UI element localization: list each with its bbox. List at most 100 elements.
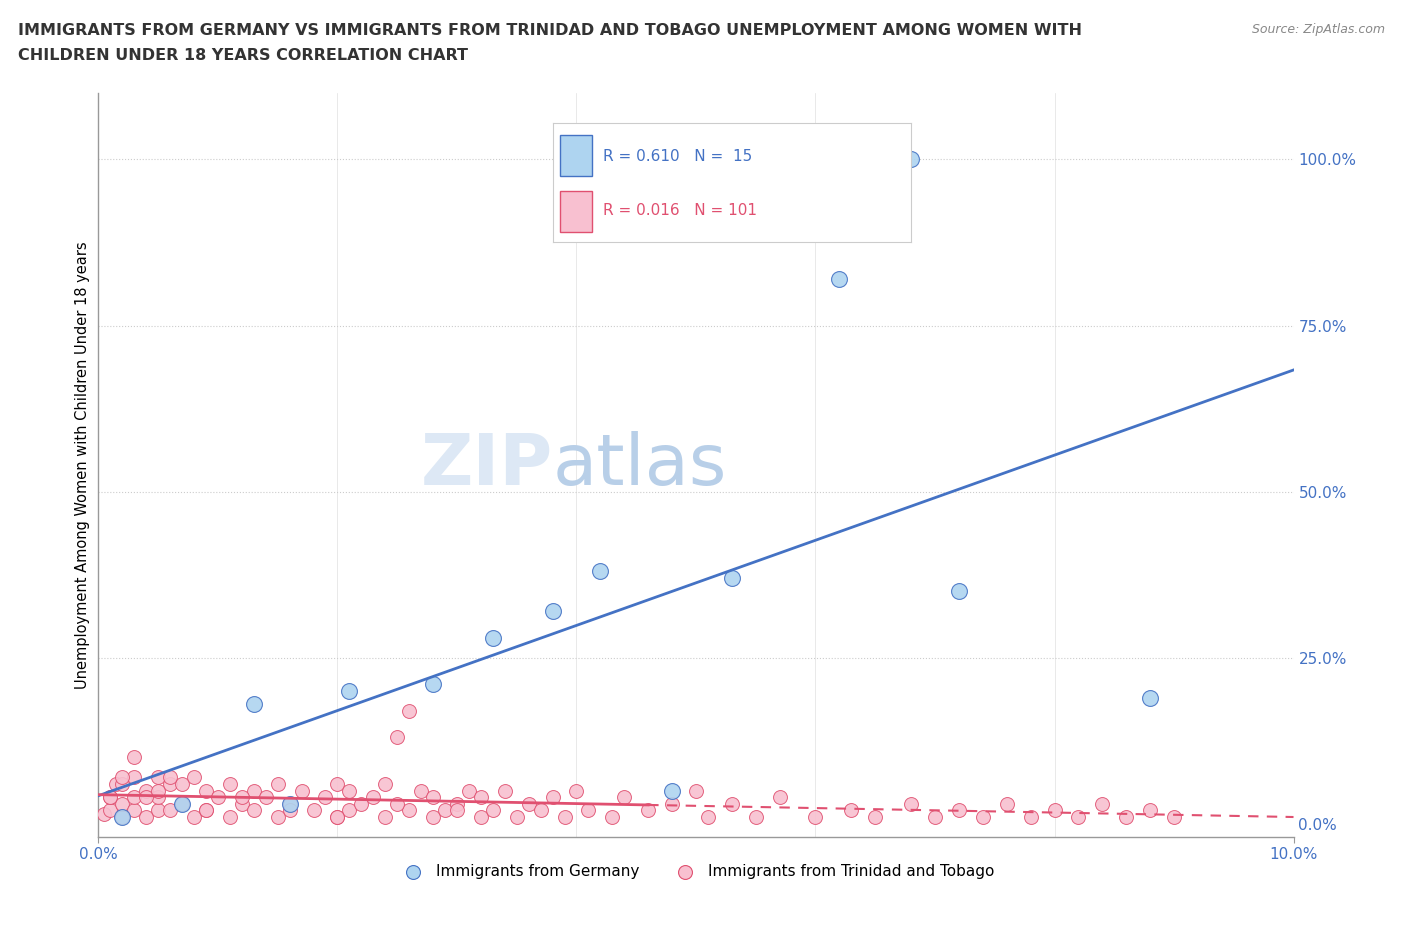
Y-axis label: Unemployment Among Women with Children Under 18 years: Unemployment Among Women with Children U… [75,241,90,689]
Point [924,810,946,825]
Point [661,783,683,798]
Point [1019,810,1042,825]
Point [148,783,170,798]
Point [374,810,396,825]
Point [363,790,385,804]
Point [865,810,887,825]
Point [900,796,922,811]
Point [589,564,612,578]
Point [172,796,194,811]
Point [148,770,170,785]
Point [111,777,134,791]
Point [231,790,253,804]
Point [219,777,242,791]
Point [219,810,242,825]
Point [243,697,266,711]
Point [267,810,290,825]
Point [446,803,468,817]
Point [637,803,659,817]
Text: Source: ZipAtlas.com: Source: ZipAtlas.com [1251,23,1385,36]
Point [1139,803,1161,817]
Point [159,803,181,817]
Point [530,803,553,817]
Point [541,790,564,804]
Point [804,810,827,825]
Point [195,803,218,817]
Point [841,803,863,817]
Point [98,803,122,817]
Point [828,272,851,286]
Point [745,810,768,825]
Point [411,783,433,798]
Point [93,806,115,821]
Point [434,803,457,817]
Point [339,684,361,698]
Point [1043,803,1066,817]
Point [135,810,157,825]
Point [98,790,122,804]
Point [565,783,588,798]
Point [326,777,349,791]
Point [172,796,194,811]
Point [1139,690,1161,705]
Point [278,796,301,811]
Point [470,810,492,825]
Point [685,783,707,798]
Point [721,796,744,811]
Point [385,730,409,745]
Point [470,790,492,804]
Point [458,783,481,798]
Point [111,810,134,825]
Point [517,796,540,811]
Point [148,803,170,817]
Point [1067,810,1090,825]
Point [697,810,720,825]
Point [315,790,337,804]
Text: CHILDREN UNDER 18 YEARS CORRELATION CHART: CHILDREN UNDER 18 YEARS CORRELATION CHAR… [18,48,468,63]
Point [1115,810,1137,825]
Point [172,777,194,791]
Point [506,810,529,825]
Point [148,790,170,804]
Point [159,770,181,785]
Point [111,770,134,785]
Point [398,803,420,817]
Text: atlas: atlas [553,431,727,499]
Point [494,783,516,798]
Point [278,803,301,817]
Point [124,750,146,764]
Point [385,796,409,811]
Point [339,803,361,817]
Point [1091,796,1114,811]
Point [278,796,301,811]
Point [422,790,444,804]
Point [398,703,420,718]
Point [482,631,505,645]
Point [124,803,146,817]
Point [135,790,157,804]
Point [422,810,444,825]
Point [995,796,1018,811]
Point [602,810,624,825]
Point [243,803,266,817]
Point [374,777,396,791]
Point [350,796,373,811]
Point [339,783,361,798]
Point [446,796,468,811]
Point [111,810,134,825]
Point [183,810,205,825]
Point [195,803,218,817]
Point [124,770,146,785]
Point [111,796,134,811]
Point [243,783,266,798]
Point [291,783,314,798]
Point [326,810,349,825]
Point [159,777,181,791]
Text: ZIP: ZIP [420,431,553,499]
Point [948,584,970,599]
Point [302,803,325,817]
Point [769,790,792,804]
Point [661,796,683,811]
Point [326,810,349,825]
Point [554,810,576,825]
